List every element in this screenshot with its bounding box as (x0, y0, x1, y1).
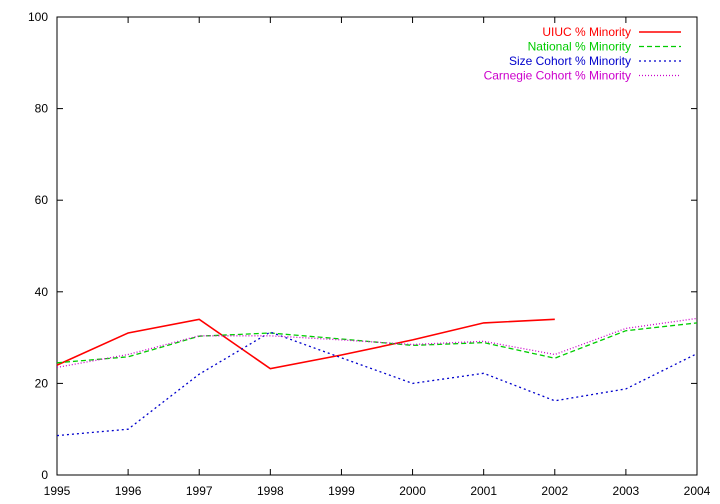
y-tick-label: 40 (35, 285, 49, 299)
legend-label: National % Minority (528, 40, 631, 54)
x-tick-label: 2002 (541, 484, 568, 498)
series-layer (56, 317, 698, 437)
series-line (56, 317, 698, 369)
x-tick-label: 2004 (684, 484, 711, 498)
series-group (56, 331, 698, 437)
y-tick-label: 60 (35, 193, 49, 207)
series-group (56, 318, 555, 370)
series-group (56, 317, 698, 369)
x-tick-label: 2000 (399, 484, 426, 498)
y-tick-label: 0 (41, 468, 48, 482)
x-tick-label: 1996 (115, 484, 142, 498)
plot-frame (56, 16, 698, 476)
x-tick-label: 1997 (186, 484, 213, 498)
y-tick-label: 20 (35, 376, 49, 390)
x-tick-label: 1999 (328, 484, 355, 498)
series-line (56, 331, 698, 437)
x-tick-label: 1995 (44, 484, 71, 498)
x-tick-label: 2003 (613, 484, 640, 498)
legend-label: Carnegie Cohort % Minority (484, 69, 631, 83)
x-tick-label: 2001 (470, 484, 497, 498)
y-tick-label: 80 (35, 102, 49, 116)
axis-ticks: 1995 1996 1997 1998 1999 2000 2001 2002 2003 2004… (28, 10, 711, 498)
series-line (56, 322, 698, 364)
y-tick-label: 100 (28, 10, 48, 24)
series-group (56, 322, 698, 364)
legend-label: Size Cohort % Minority (509, 54, 631, 68)
series-line (56, 318, 555, 370)
x-tick-label: 1998 (257, 484, 284, 498)
legend-label: UIUC % Minority (542, 25, 631, 39)
